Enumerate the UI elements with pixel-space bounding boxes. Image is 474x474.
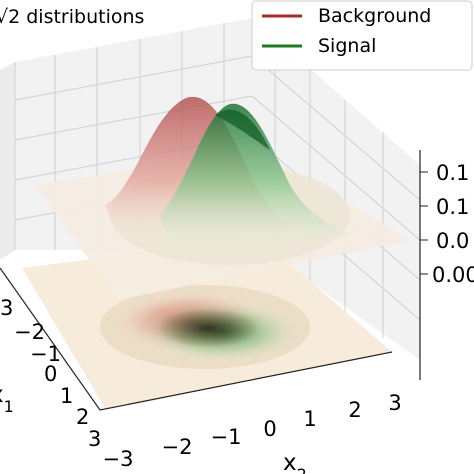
legend: Background Signal [251,0,473,71]
x-axis-label: x1 [0,382,14,416]
x-tick-label: 1 [60,384,73,408]
legend-label: Signal [318,35,376,57]
y-tick-labels: −3 −2 −1 0 1 2 3 [103,391,402,471]
grid-line [14,55,253,101]
x-tick-label: 0 [44,362,57,386]
legend-label: Background [318,5,431,27]
y-tick-label: 0 [263,417,276,441]
y-tick-label: −2 [162,435,193,459]
y-tick-label: 3 [388,391,401,415]
chart-title: √2 distributions [0,6,144,28]
grid-line [251,55,421,201]
y-axis-label: x2 [283,450,307,474]
x-tick-label: 2 [76,405,89,429]
y-tick-label: −3 [103,447,134,471]
z-tick-label: 0.1 [436,195,469,219]
z-tick-label: 0.00 [432,263,474,287]
x-tick-label: 3 [88,427,101,451]
x-tick-label: −2 [14,320,45,344]
y-tick-label: 1 [303,407,316,431]
z-tick-label: 0.0 [436,229,469,253]
grid-line [14,95,253,141]
y-tick-label: −1 [211,425,242,449]
y-tick-label: 2 [348,398,361,422]
peak-signal [160,103,352,250]
x-tick-label: −1 [30,342,61,366]
z-tick-label: 0.1 [436,161,469,185]
z-tick-labels: 0.1 0.1 0.0 0.00 [420,161,474,287]
x-tick-label: 3 [0,296,13,320]
grid-line [251,95,421,241]
axis-frame [0,150,421,411]
